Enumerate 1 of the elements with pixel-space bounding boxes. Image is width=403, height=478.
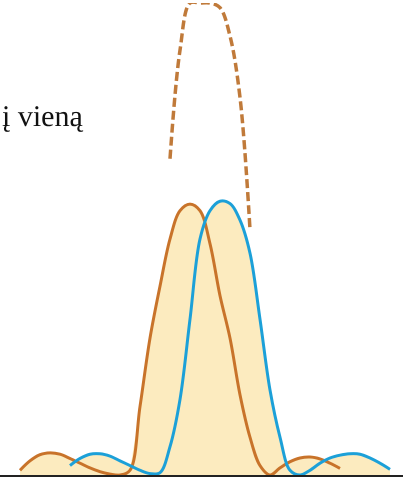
annotation: į vieną <box>2 100 84 133</box>
